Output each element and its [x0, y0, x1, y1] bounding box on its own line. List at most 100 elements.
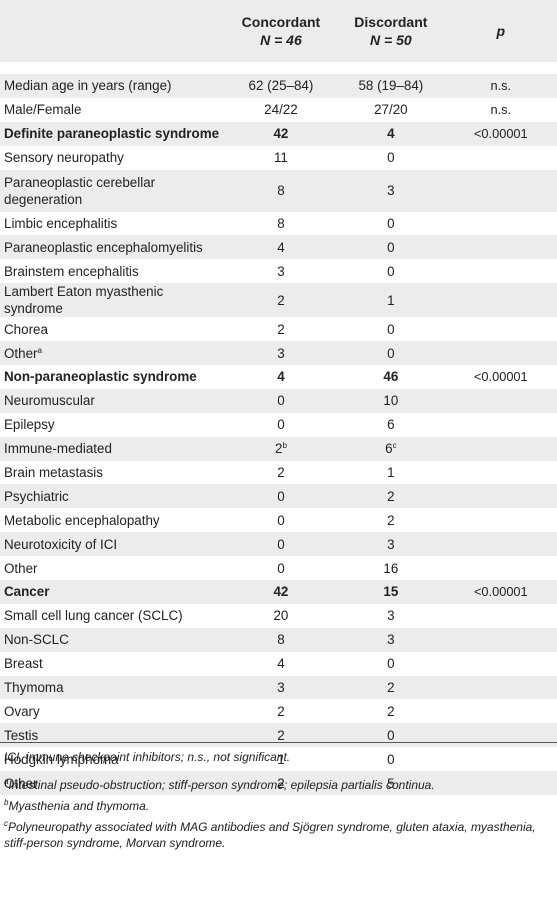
p-value-cell	[445, 484, 557, 508]
concordant-cell: 0	[225, 532, 337, 556]
concordant-value: 8	[277, 632, 285, 648]
table-row: Brain metastasis 2 1	[0, 460, 557, 485]
discordant-cell: 2	[337, 508, 444, 532]
discordant-value: 27/20	[374, 102, 408, 118]
discordant-value: 6	[385, 441, 393, 457]
concordant-value: 2	[277, 292, 285, 308]
table-row: Other 0 16	[0, 556, 557, 581]
row-label-text: Brainstem encephalitis	[4, 263, 139, 279]
header-row: Concordant N = 46 Discordant N = 50 p	[0, 0, 557, 62]
discordant-cell: 0	[337, 146, 444, 170]
row-label-text: Psychiatric	[4, 488, 69, 504]
row-label: Definite paraneoplastic syndrome	[0, 122, 225, 146]
table-row: Limbic encephalitis 8 0	[0, 211, 557, 236]
discordant-value: 0	[387, 150, 395, 166]
discordant-value: 0	[387, 656, 395, 672]
row-label-text: Hodgkin lymphoma	[4, 751, 119, 767]
p-value-cell: <0.00001	[473, 584, 528, 600]
table-row: Thymoma 3 2	[0, 675, 557, 700]
table-row: Epilepsy 0 6	[0, 412, 557, 437]
row-label: Limbic encephalitis	[0, 212, 225, 236]
results-table: Concordant N = 46 Discordant N = 50 p Me…	[0, 0, 557, 796]
discordant-cell: 6c	[337, 437, 444, 461]
discordant-cell: 2	[337, 676, 444, 700]
concordant-value: 11	[273, 150, 288, 166]
discordant-value: 2	[387, 680, 395, 696]
row-label-text: Small cell lung cancer (SCLC)	[4, 608, 183, 624]
concordant-value: 0	[277, 560, 285, 576]
p-value-cell	[445, 556, 557, 580]
row-label-text: Epilepsy	[4, 417, 55, 433]
discordant-cell: 1	[337, 283, 444, 317]
discordant-cell: 3	[337, 628, 444, 652]
discordant-cell: 0	[337, 212, 444, 236]
concordant-cell: 11	[225, 146, 337, 170]
table-row: Small cell lung cancer (SCLC) 20 3	[0, 603, 557, 628]
discordant-value: 3	[387, 608, 395, 624]
row-label-text: Ovary	[4, 703, 40, 719]
concordant-cell: 8	[225, 170, 337, 212]
table-row: Paraneoplastic cerebellar degeneration 8 3	[0, 169, 557, 212]
table-row: Cancer 42 15 <0.00001	[0, 580, 557, 604]
p-value-cell: <0.00001	[473, 369, 528, 385]
row-label-text: Paraneoplastic cerebellar degeneration	[4, 174, 156, 207]
row-label: Paraneoplastic encephalomyelitis	[0, 235, 225, 259]
table-row: Breast 4 0	[0, 651, 557, 676]
p-value-cell	[445, 676, 557, 700]
row-label: Chorea	[0, 317, 225, 341]
concordant-value: 2	[277, 703, 285, 719]
concordant-value: 3	[277, 680, 285, 696]
row-label-text: Male/Female	[4, 102, 82, 118]
p-value-cell	[445, 532, 557, 556]
discordant-value: 0	[387, 263, 395, 279]
row-label: Breast	[0, 652, 225, 676]
discordant-footnote-mark: c	[392, 441, 397, 451]
table-row: Non-paraneoplastic syndrome 4 46 <0.00001	[0, 365, 557, 389]
discordant-cell: 2	[337, 699, 444, 723]
discordant-value: 3	[387, 536, 395, 552]
discordant-cell: 5	[337, 771, 444, 795]
table-row: Chorea 2 0	[0, 317, 557, 342]
row-label-text: Non-SCLC	[4, 632, 69, 648]
table-row: Brainstem encephalitis 3 0	[0, 259, 557, 284]
row-label-text: Lambert Eaton myasthenic syndrome	[4, 284, 164, 317]
discordant-value: 0	[387, 239, 395, 255]
footnote-c-text: Polyneuropathy associated with MAG antib…	[4, 820, 536, 850]
table-header: Concordant N = 46 Discordant N = 50 p	[0, 0, 557, 62]
p-value-cell	[445, 212, 557, 236]
discordant-value: 5	[387, 775, 395, 791]
p-value-cell	[445, 604, 557, 628]
footnote-a-text: Intestinal pseudo-obstruction; stiff-per…	[8, 778, 435, 792]
concordant-cell: 0	[225, 484, 337, 508]
discordant-value: 1	[387, 292, 395, 308]
concordant-value: 2	[277, 321, 285, 337]
row-label: Brainstem encephalitis	[0, 259, 225, 283]
row-label-text: Neurotoxicity of ICI	[4, 536, 118, 552]
footnote-b-mark: b	[4, 798, 9, 807]
concordant-value: 2	[277, 465, 285, 481]
concordant-footnote-mark: b	[282, 441, 287, 451]
discordant-value: 16	[383, 560, 399, 576]
row-label: Non-paraneoplastic syndrome	[0, 365, 225, 389]
row-label-text: Cancer	[4, 584, 50, 600]
discordant-cell: 3	[337, 170, 444, 212]
row-label: Other	[0, 556, 225, 580]
row-label-text: Paraneoplastic encephalomyelitis	[4, 239, 203, 255]
header-concordant: Concordant N = 46	[225, 0, 337, 62]
table-row: Median age in years (range) 62 (25–84) 58 …	[0, 74, 557, 98]
table-row: Definite paraneoplastic syndrome 42 4 <0.00…	[0, 121, 557, 146]
discordant-value: 0	[387, 727, 395, 743]
discordant-cell: 4	[337, 122, 444, 146]
row-label-text: Other	[4, 775, 38, 791]
header-discordant-n: N = 50	[370, 32, 412, 48]
concordant-value: 2	[274, 441, 283, 457]
discordant-cell: 27/20	[337, 98, 444, 122]
concordant-cell: 2	[225, 699, 337, 723]
row-label: Metabolic encephalopathy	[0, 508, 225, 532]
concordant-cell: 24/22	[225, 98, 337, 122]
discordant-cell: 0	[337, 259, 444, 283]
row-label-text: Metabolic encephalopathy	[4, 512, 160, 528]
table-row: Metabolic encephalopathy 0 2	[0, 508, 557, 533]
table-row: Othera 3 0	[0, 341, 557, 366]
